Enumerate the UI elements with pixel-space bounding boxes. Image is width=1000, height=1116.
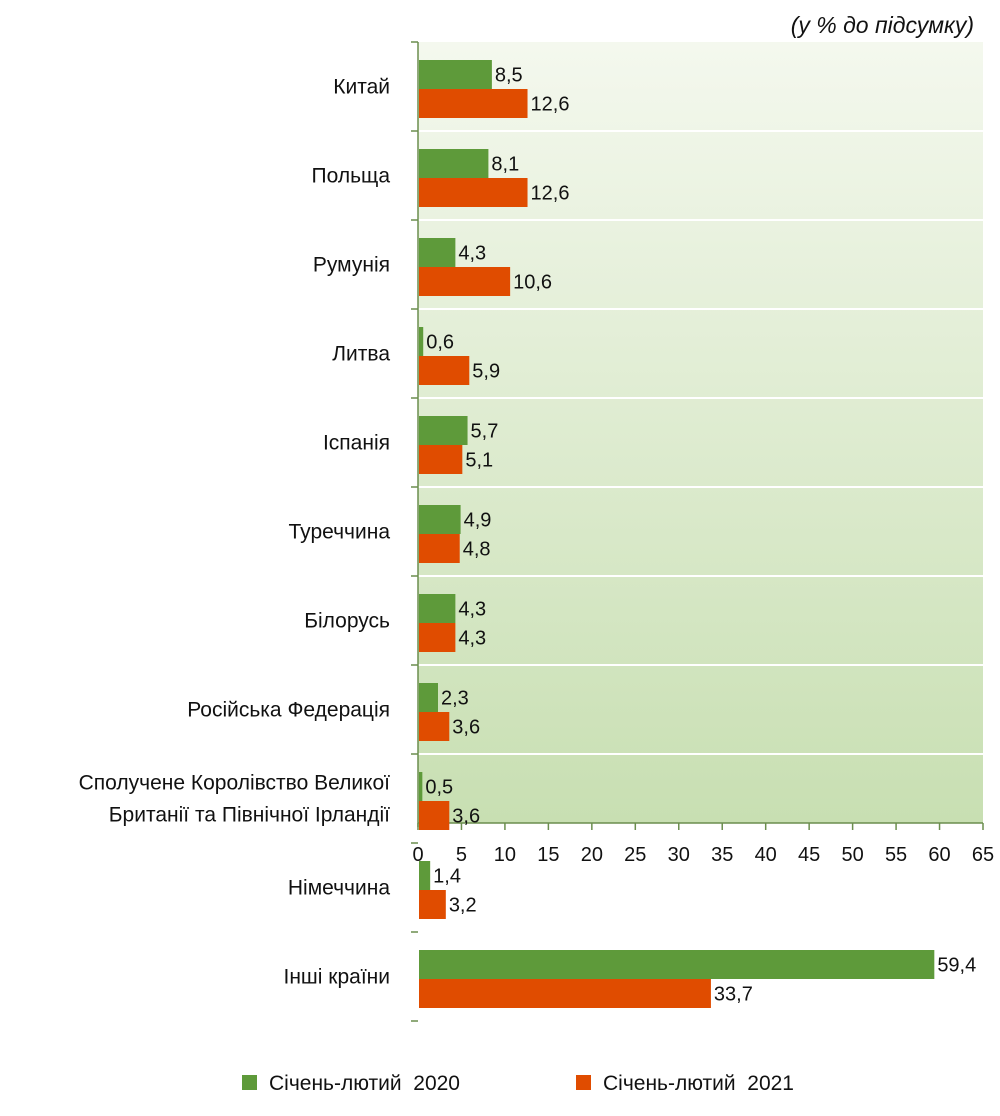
data-label-2021: 12,6	[531, 183, 570, 205]
bar-2020	[419, 60, 492, 89]
category-label: Туреччина	[289, 521, 391, 544]
data-label-2021: 3,6	[452, 806, 480, 828]
bar-2021	[419, 534, 460, 563]
data-label-2020: 5,7	[471, 421, 499, 443]
bar-2021	[419, 890, 446, 919]
data-label-2021: 4,3	[458, 628, 486, 650]
data-label-2020: 8,1	[491, 154, 519, 176]
unit-note: (у % до підсумку)	[790, 12, 974, 38]
data-label-2020: 1,4	[433, 866, 461, 888]
bar-2020	[419, 505, 461, 534]
data-label-2021: 33,7	[714, 984, 753, 1006]
bar-2020	[419, 327, 424, 356]
x-tick-label: 15	[537, 844, 559, 866]
category-label: Російська Федерація	[187, 699, 390, 722]
category-label: Румунія	[313, 254, 390, 277]
data-label-2021: 12,6	[531, 94, 570, 116]
bar-2021	[419, 979, 711, 1008]
data-label-2020: 0,6	[426, 332, 454, 354]
x-tick-label: 50	[841, 844, 863, 866]
x-tick-label: 55	[885, 844, 907, 866]
bar-2021	[419, 623, 456, 652]
bar-2021	[419, 445, 463, 474]
x-tick-label: 35	[711, 844, 733, 866]
bar-2021	[419, 356, 470, 385]
bar-2020	[419, 238, 456, 267]
data-label-2020: 2,3	[441, 688, 469, 710]
bar-2020	[419, 950, 935, 979]
category-label: Польща	[312, 165, 391, 188]
data-label-2020: 4,9	[464, 510, 492, 532]
bar-2021	[419, 89, 528, 118]
bar-2020	[419, 149, 489, 178]
plot-area	[418, 42, 983, 823]
category-label: Британії та Північної Ірландії	[109, 804, 390, 827]
x-tick-label: 10	[494, 844, 516, 866]
bar-2021	[419, 178, 528, 207]
data-label-2021: 3,2	[449, 895, 477, 917]
x-tick-label: 5	[456, 844, 467, 866]
data-label-2020: 8,5	[495, 65, 523, 87]
legend-label: Січень-лютий 2021	[603, 1072, 794, 1095]
x-tick-label: 30	[668, 844, 690, 866]
bar-2021	[419, 712, 450, 741]
data-label-2021: 3,6	[452, 717, 480, 739]
bar-2020	[419, 772, 423, 801]
data-label-2020: 4,3	[458, 599, 486, 621]
data-label-2021: 5,1	[465, 450, 493, 472]
category-label: Німеччина	[288, 877, 390, 900]
category-label: Білорусь	[304, 610, 390, 633]
x-tick-label: 45	[798, 844, 820, 866]
data-label-2021: 4,8	[463, 539, 491, 561]
legend-item-2021: Січень-лютий 2021	[576, 1072, 794, 1095]
data-label-2020: 59,4	[937, 955, 976, 977]
x-tick-label: 40	[755, 844, 777, 866]
bar-2020	[419, 416, 468, 445]
category-label: Китай	[333, 76, 390, 99]
legend-item-2020: Січень-лютий 2020	[242, 1072, 460, 1095]
x-tick-label: 60	[928, 844, 950, 866]
bar-2021	[419, 267, 511, 296]
x-tick-label: 20	[581, 844, 603, 866]
bar-2020	[419, 683, 438, 712]
category-label: Литва	[332, 343, 390, 366]
data-label-2020: 4,3	[458, 243, 486, 265]
x-tick-label: 25	[624, 844, 646, 866]
category-label: Іспанія	[323, 432, 390, 455]
data-label-2021: 10,6	[513, 272, 552, 294]
category-label: Інші країни	[284, 966, 391, 989]
category-label: Сполучене Королівство Великої	[79, 772, 391, 795]
bar-2021	[419, 801, 450, 830]
x-tick-label: 0	[412, 844, 423, 866]
bar-2020	[419, 861, 431, 890]
x-tick-label: 65	[972, 844, 994, 866]
legend-swatch	[242, 1075, 257, 1090]
data-label-2021: 5,9	[472, 361, 500, 383]
legend-label: Січень-лютий 2020	[269, 1072, 460, 1095]
legend-swatch	[576, 1075, 591, 1090]
data-label-2020: 0,5	[425, 777, 453, 799]
bar-2020	[419, 594, 456, 623]
